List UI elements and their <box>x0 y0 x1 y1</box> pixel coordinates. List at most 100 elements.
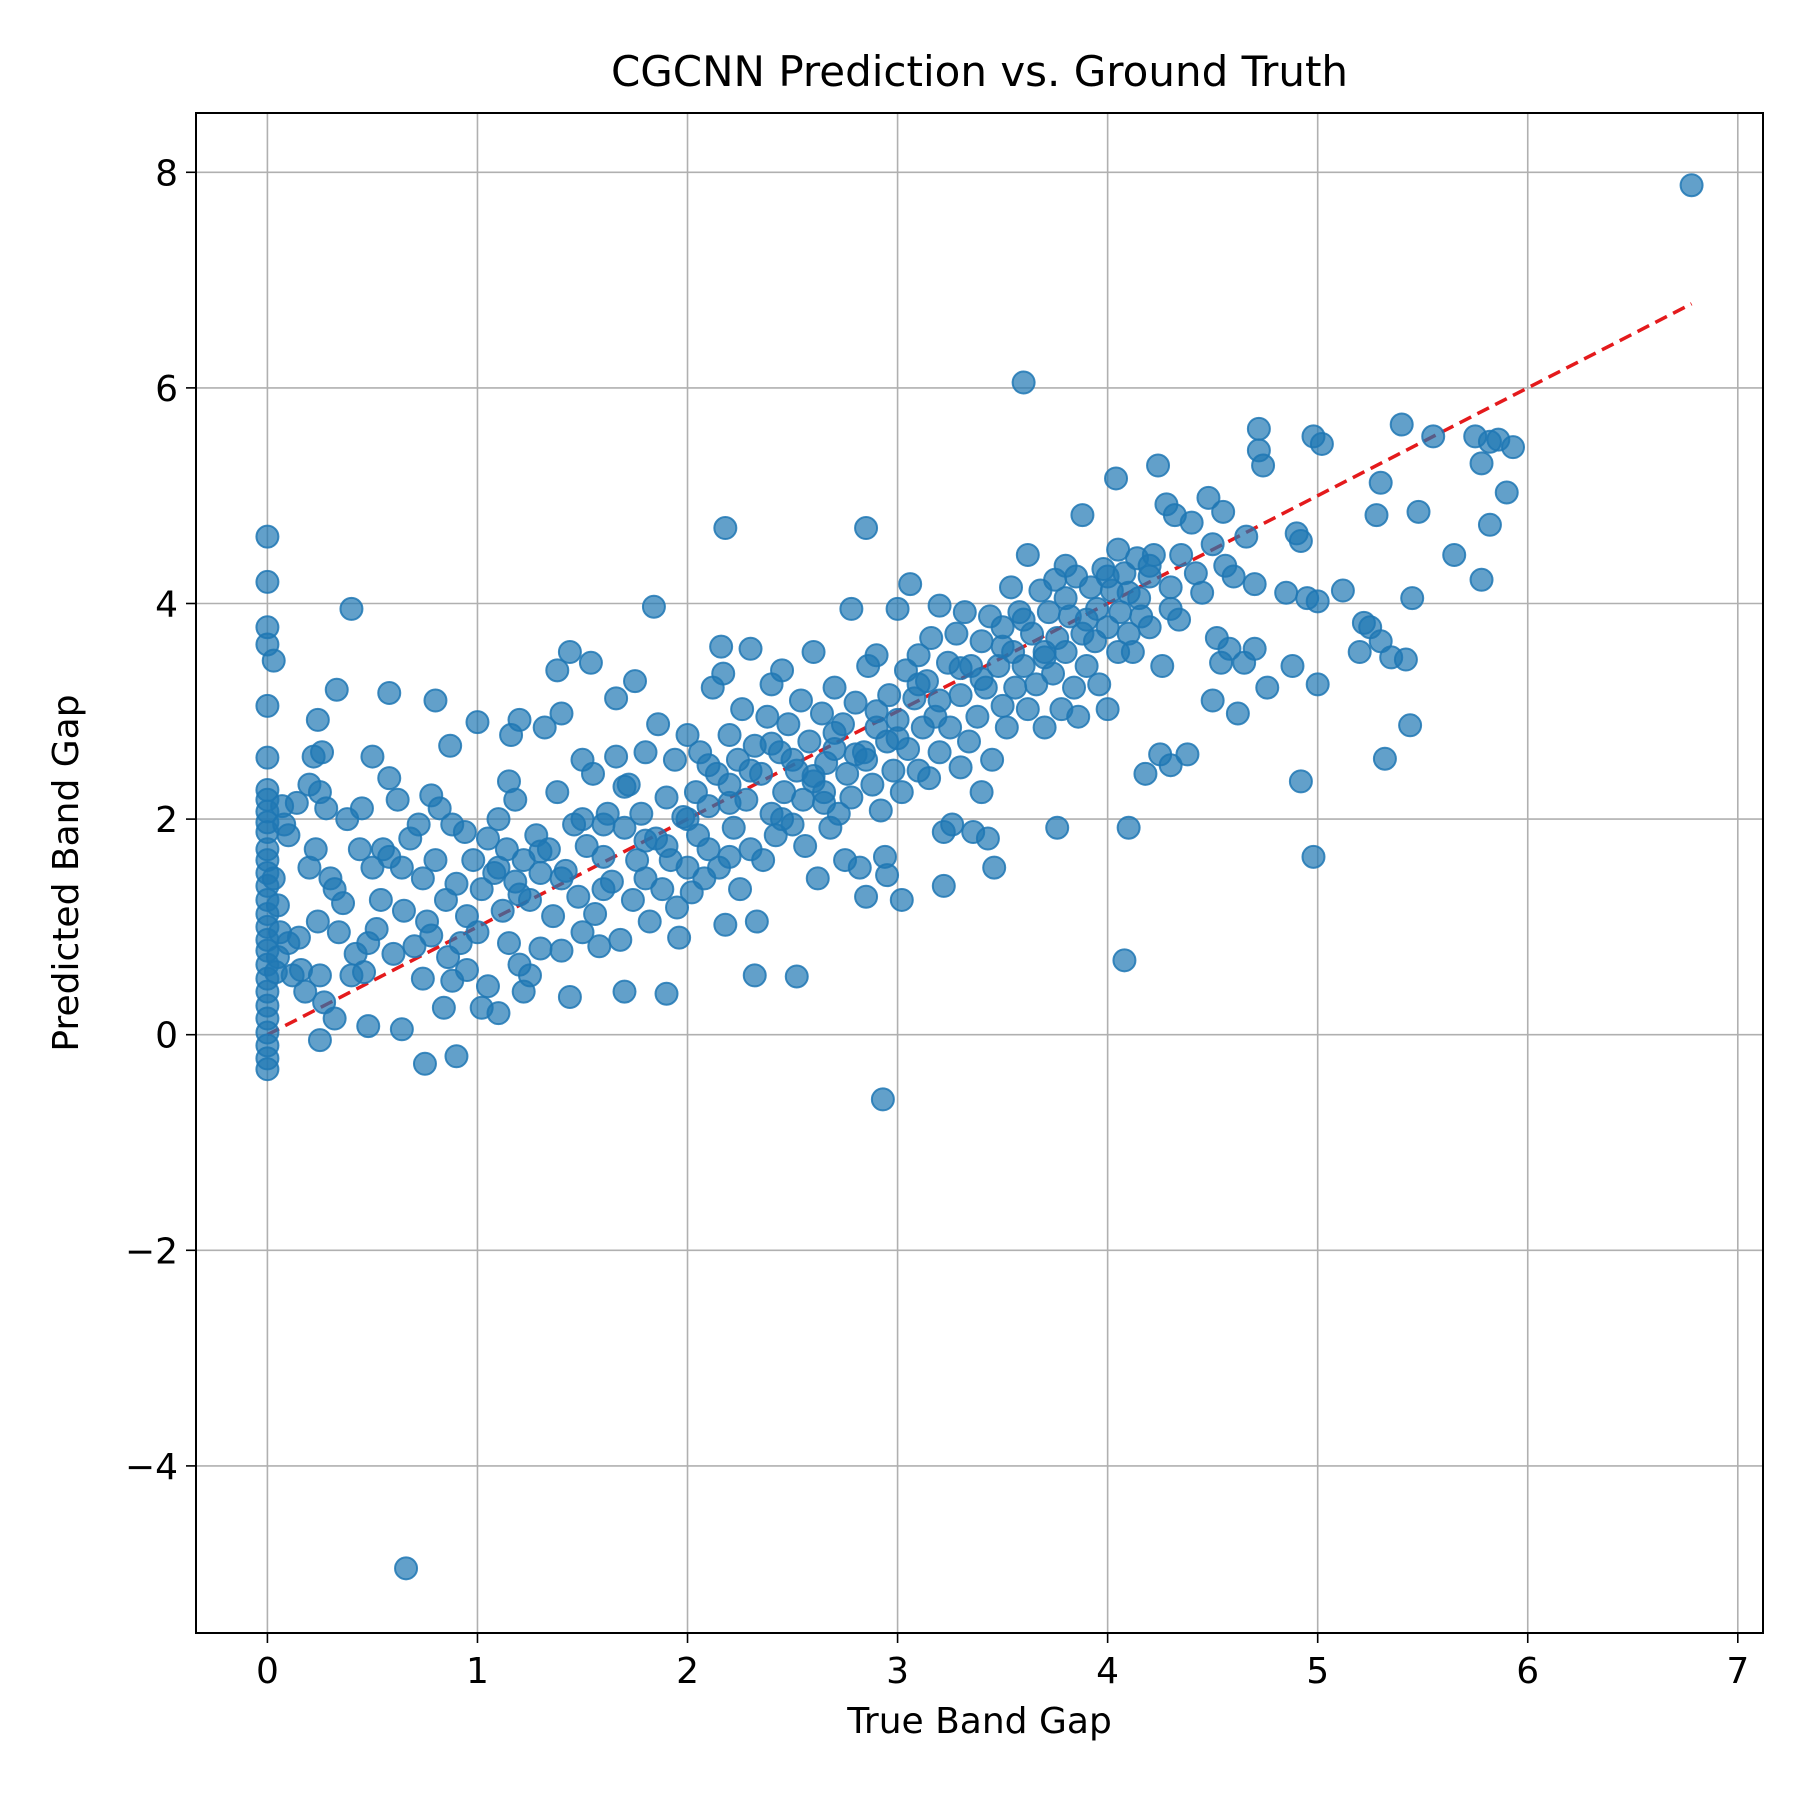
data-point <box>1469 451 1494 476</box>
data-point <box>469 877 494 902</box>
data-point <box>898 572 923 597</box>
x-tick-label: 4 <box>1096 1651 1119 1692</box>
x-tick-label: 1 <box>466 1651 489 1692</box>
data-point <box>1421 424 1446 449</box>
data-point <box>1372 746 1397 771</box>
data-point <box>419 923 444 948</box>
data-point <box>889 887 914 912</box>
data-point <box>389 855 414 880</box>
data-point <box>486 855 511 880</box>
data-point <box>1179 510 1204 535</box>
data-point <box>1242 572 1267 597</box>
data-point <box>444 871 469 896</box>
data-point <box>931 873 956 898</box>
data-point <box>490 898 515 923</box>
data-point <box>1175 742 1200 767</box>
data-point <box>975 826 1000 851</box>
data-point <box>1217 636 1242 661</box>
data-point <box>448 931 473 956</box>
data-point <box>465 920 490 945</box>
data-point <box>650 877 675 902</box>
data-point <box>356 1014 381 1039</box>
y-tick-label: 8 <box>155 153 178 194</box>
data-point <box>1133 761 1158 786</box>
data-point <box>665 895 690 920</box>
data-point <box>444 1044 469 1069</box>
data-point <box>1011 654 1036 679</box>
data-point <box>713 912 738 937</box>
data-point <box>717 790 742 815</box>
x-tick-label: 2 <box>676 1651 699 1692</box>
data-point <box>581 761 606 786</box>
data-point <box>423 848 448 873</box>
data-point <box>549 701 574 726</box>
data-point <box>744 909 769 934</box>
data-point <box>1196 485 1221 510</box>
data-point <box>906 643 931 668</box>
data-point <box>801 640 826 665</box>
x-tick-label: 0 <box>256 1651 279 1692</box>
data-point <box>305 707 330 732</box>
data-point <box>654 785 679 810</box>
data-point <box>465 710 490 735</box>
data-point <box>1158 753 1183 778</box>
y-tick-label: 6 <box>155 369 178 410</box>
data-point <box>368 887 393 912</box>
y-tick-label: 4 <box>155 584 178 625</box>
data-point <box>364 917 389 942</box>
data-point <box>255 569 280 594</box>
data-point <box>1011 607 1036 632</box>
data-point <box>261 648 286 673</box>
data-point <box>1305 672 1330 697</box>
data-point <box>994 715 1019 740</box>
data-point <box>839 596 864 621</box>
data-point <box>1393 647 1418 672</box>
data-point <box>788 688 813 713</box>
data-point <box>843 690 868 715</box>
data-point <box>574 834 599 859</box>
data-point <box>377 680 402 705</box>
data-point <box>965 704 990 729</box>
data-point <box>969 666 994 691</box>
data-point <box>637 909 662 934</box>
data-point <box>1024 672 1049 697</box>
data-point <box>541 904 566 929</box>
data-point <box>583 901 608 926</box>
data-point <box>948 656 973 681</box>
data-point <box>410 966 435 991</box>
data-point <box>662 747 687 772</box>
data-point <box>545 658 570 683</box>
data-point <box>742 963 767 988</box>
data-point <box>385 787 410 812</box>
data-point <box>265 893 290 918</box>
data-point <box>608 927 633 952</box>
data-point <box>402 934 427 959</box>
data-point <box>1074 607 1099 632</box>
data-point <box>854 747 879 772</box>
data-point <box>868 798 893 823</box>
data-point <box>394 1556 419 1581</box>
data-point <box>875 863 900 888</box>
data-point <box>475 974 500 999</box>
data-point <box>1305 589 1330 614</box>
data-point <box>307 963 332 988</box>
data-point <box>969 629 994 654</box>
data-point <box>532 715 557 740</box>
y-axis-label: Predicted Band Gap <box>46 694 87 1051</box>
x-axis-label: True Band Gap <box>846 1701 1112 1742</box>
data-point <box>570 920 595 945</box>
data-point <box>255 1057 280 1082</box>
y-tick-label: −4 <box>125 1447 178 1488</box>
data-point <box>654 834 679 859</box>
data-point <box>629 801 654 826</box>
grid <box>196 113 1763 1633</box>
data-point <box>1137 615 1162 640</box>
data-point <box>1330 578 1355 603</box>
data-point <box>339 596 364 621</box>
data-point <box>1211 499 1236 524</box>
data-point <box>822 675 847 700</box>
data-point <box>360 744 385 769</box>
data-point <box>303 837 328 862</box>
data-point <box>738 636 763 661</box>
data-point <box>713 516 738 541</box>
